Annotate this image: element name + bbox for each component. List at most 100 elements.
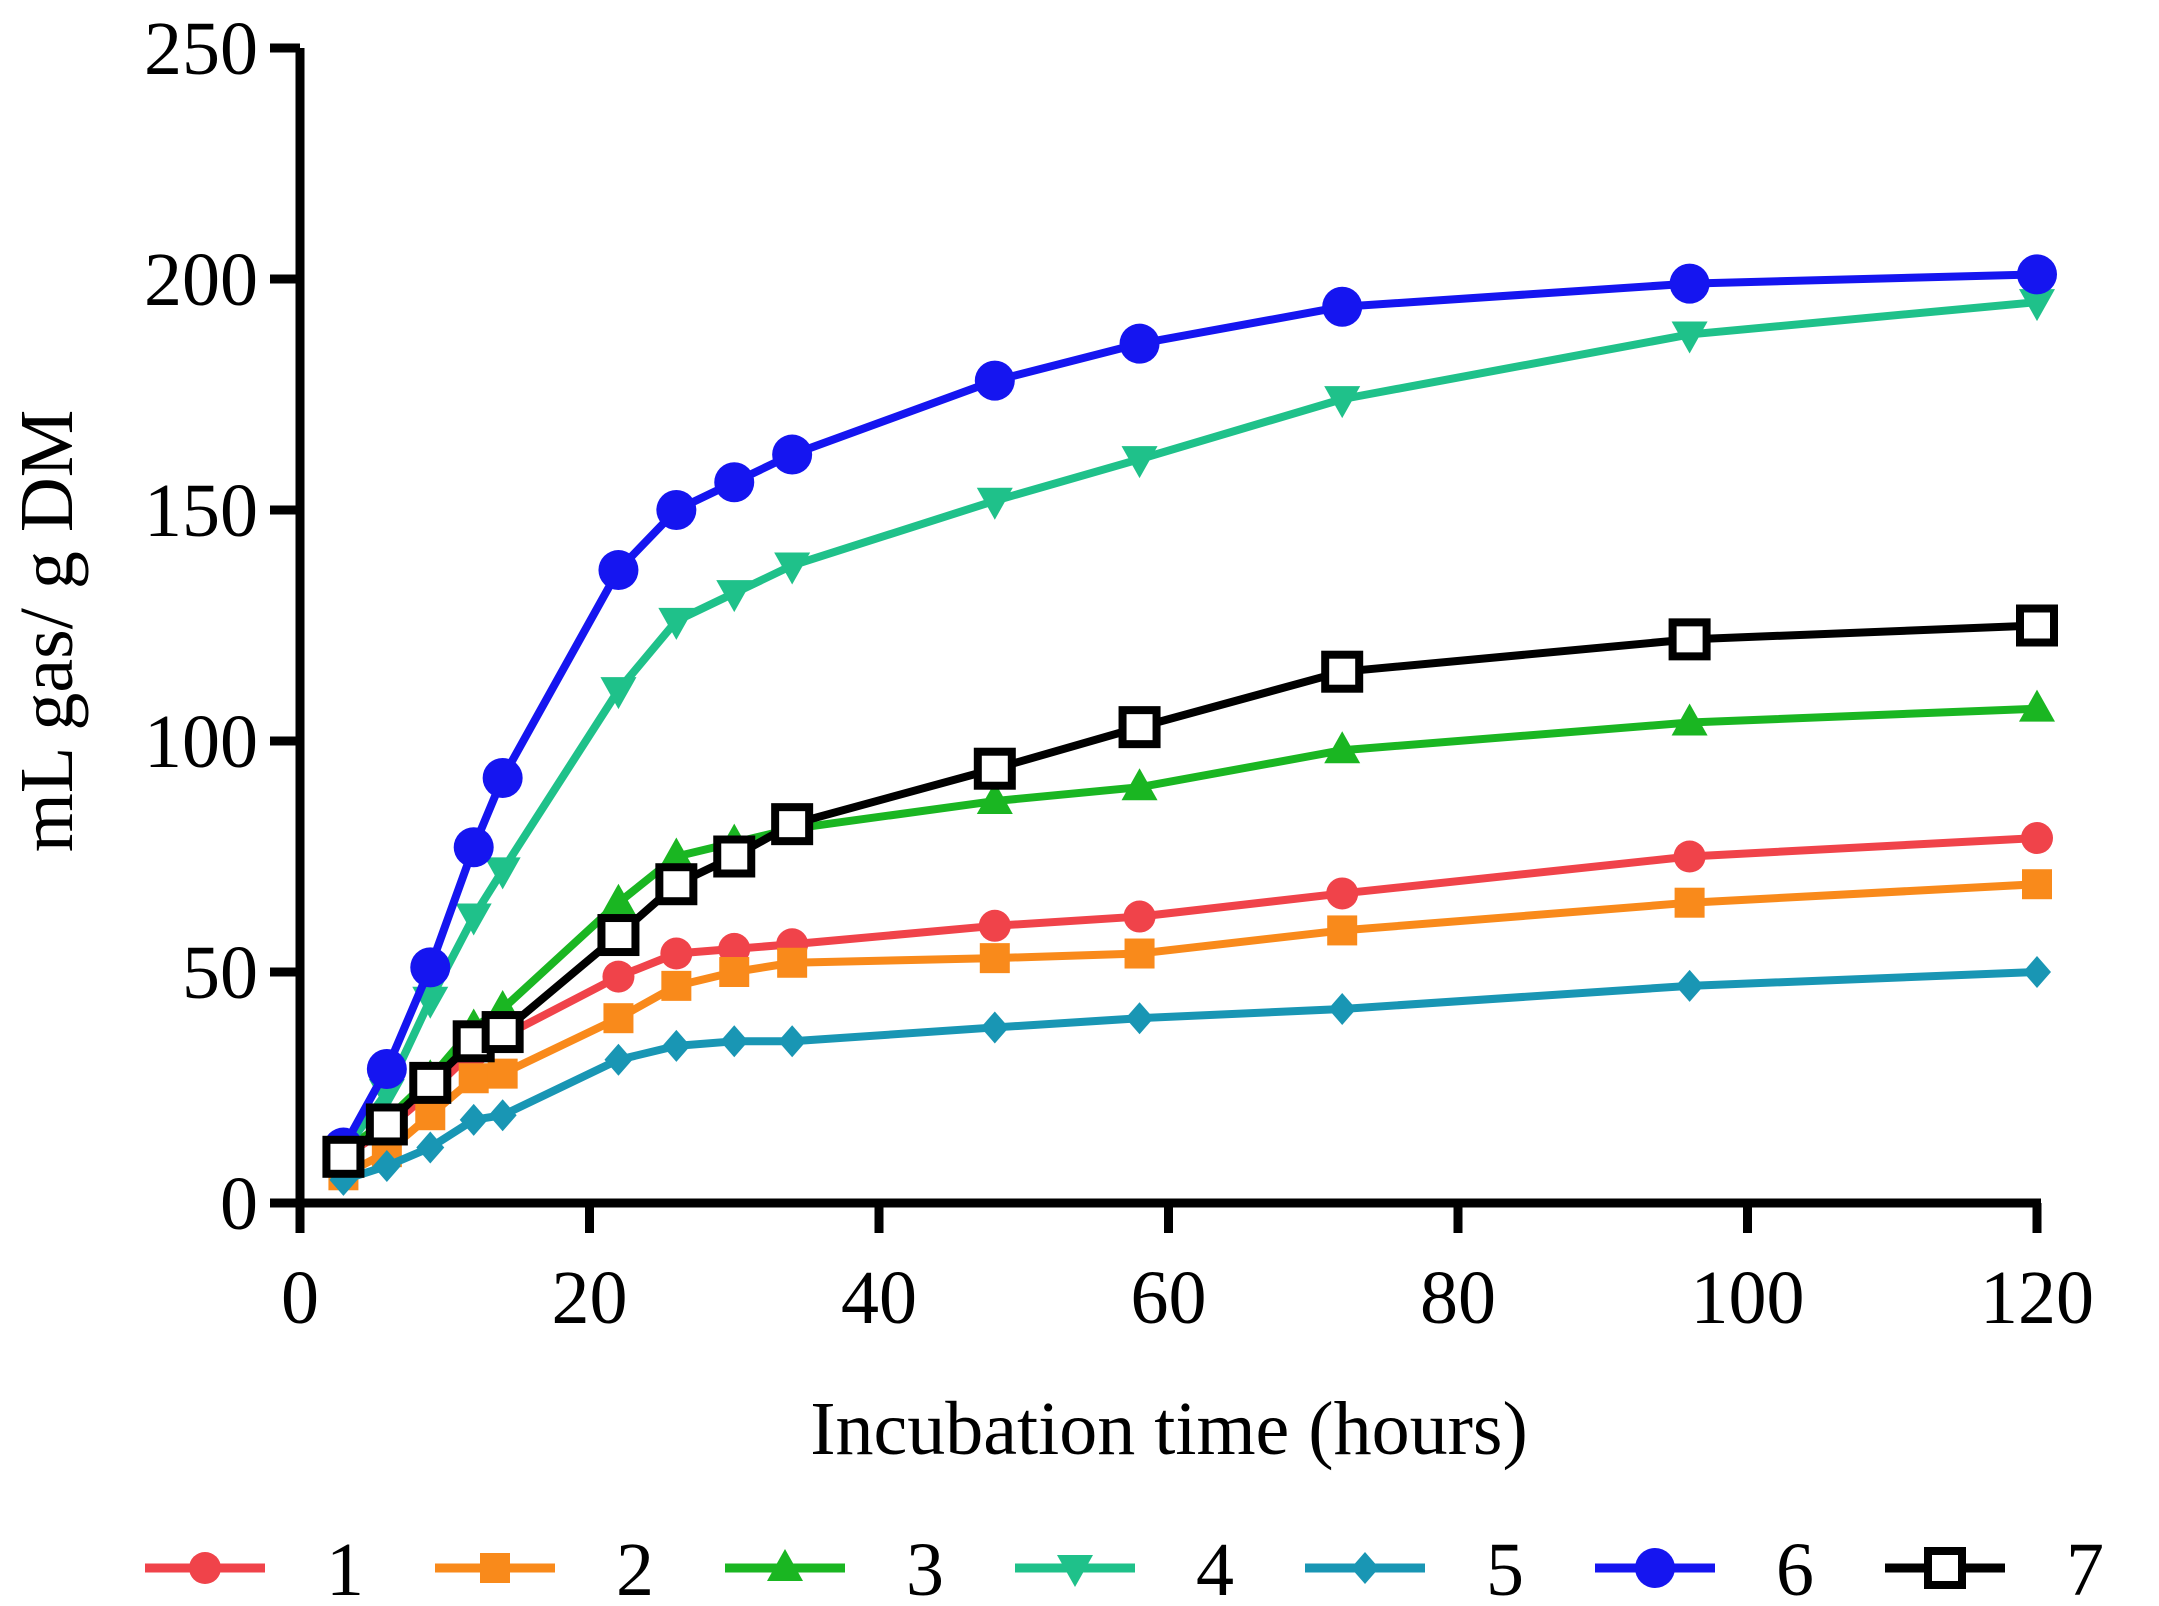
y-tick-label: 100 bbox=[144, 700, 258, 784]
series-5-point bbox=[1675, 969, 1704, 1002]
series-5-point bbox=[720, 1025, 749, 1058]
series-3-point bbox=[1121, 768, 1158, 801]
series-4-point bbox=[600, 677, 637, 710]
series-2-point bbox=[458, 1063, 489, 1094]
legend-label: 7 bbox=[2066, 1528, 2104, 1606]
series-5-point bbox=[662, 1029, 691, 1062]
series-6 bbox=[323, 254, 2057, 1168]
series-5-point bbox=[416, 1131, 445, 1164]
series-3-point bbox=[658, 837, 695, 870]
series-4-point bbox=[716, 580, 753, 613]
series-1-point bbox=[978, 909, 1011, 942]
series-4-point bbox=[774, 552, 811, 585]
series-2-point bbox=[719, 957, 750, 987]
y-tick-label: 250 bbox=[144, 7, 258, 91]
series-1-point bbox=[2021, 822, 2053, 855]
legend-label: 3 bbox=[906, 1528, 944, 1606]
series-6-point bbox=[772, 434, 813, 475]
legend-swatch-marker bbox=[1057, 1555, 1093, 1587]
series-3-point bbox=[976, 782, 1013, 815]
legend-label: 1 bbox=[326, 1528, 364, 1606]
series-3 bbox=[325, 689, 2055, 1166]
series-5-point bbox=[459, 1103, 488, 1136]
axes: 0 50 100 150 200 250 0 20 40 60 80 100 120 bbox=[144, 7, 2094, 1340]
x-tick-label: 100 bbox=[1691, 1256, 1805, 1340]
series-2-point bbox=[1124, 938, 1155, 969]
series-7-point bbox=[1321, 650, 1364, 693]
series-6-point bbox=[714, 462, 755, 503]
series-7-point bbox=[655, 863, 698, 906]
legend-item-3: 3 bbox=[725, 1528, 944, 1606]
series-5-point bbox=[778, 1025, 807, 1058]
series-3-point bbox=[1324, 731, 1361, 764]
series-7-point bbox=[365, 1103, 408, 1146]
series-6-point bbox=[656, 490, 697, 530]
series-5-point bbox=[2023, 956, 2051, 988]
series-7-point bbox=[2016, 604, 2058, 647]
legend-swatch-marker bbox=[189, 1552, 221, 1584]
series-4-point bbox=[1671, 321, 1708, 354]
legend-label: 6 bbox=[1776, 1528, 1814, 1606]
series-2-point bbox=[487, 1058, 518, 1089]
legend-item-4: 4 bbox=[1015, 1528, 1234, 1606]
y-tick-label: 150 bbox=[144, 469, 258, 553]
series-3-point bbox=[2019, 689, 2055, 722]
series-7-point bbox=[973, 747, 1016, 790]
series-7-point bbox=[771, 803, 814, 846]
series-7-point bbox=[1668, 618, 1711, 661]
x-tick-label: 0 bbox=[281, 1256, 319, 1340]
series-7-point bbox=[481, 1011, 524, 1054]
series-7-point bbox=[322, 1135, 365, 1178]
y-ticks: 0 50 100 150 200 250 bbox=[144, 7, 300, 1246]
series-6-point bbox=[410, 947, 451, 988]
series-2-point bbox=[603, 1003, 634, 1034]
series-7-point bbox=[713, 835, 756, 878]
y-tick-label: 200 bbox=[144, 238, 258, 322]
series-1-point bbox=[1326, 877, 1359, 910]
series-4-point bbox=[976, 487, 1013, 520]
series-3-point bbox=[600, 883, 637, 916]
series-5-point bbox=[1328, 992, 1357, 1025]
series-6-point bbox=[974, 360, 1015, 401]
series-5-point bbox=[1125, 1002, 1154, 1035]
series-4-point bbox=[2019, 289, 2055, 322]
legend-item-5: 5 bbox=[1305, 1528, 1524, 1606]
legend-item-1: 1 bbox=[145, 1528, 364, 1606]
x-tick-label: 20 bbox=[552, 1256, 628, 1340]
series-6-point bbox=[453, 827, 494, 868]
series-2-point bbox=[2022, 869, 2052, 900]
series-1 bbox=[327, 822, 2053, 1173]
series-2-point bbox=[661, 970, 692, 1001]
series-4-point bbox=[1121, 446, 1158, 479]
series-5-point bbox=[980, 1011, 1009, 1044]
series-7-point bbox=[409, 1061, 452, 1104]
x-tick-label: 120 bbox=[1980, 1256, 2094, 1340]
x-tick-label: 40 bbox=[841, 1256, 917, 1340]
x-tick-label: 80 bbox=[1420, 1256, 1496, 1340]
series-7 bbox=[322, 604, 2058, 1178]
series-5-point bbox=[372, 1150, 401, 1183]
series-3-point bbox=[1671, 703, 1708, 736]
series-4-point bbox=[1324, 386, 1361, 419]
legend-label: 4 bbox=[1196, 1528, 1234, 1606]
legend-label: 2 bbox=[616, 1528, 654, 1606]
series-5-point bbox=[604, 1043, 633, 1076]
series-1-point bbox=[660, 937, 693, 970]
series-2 bbox=[328, 869, 2052, 1191]
series-4-point bbox=[658, 607, 695, 640]
series-7-point bbox=[1118, 706, 1161, 749]
legend-item-7: 7 bbox=[1885, 1528, 2104, 1606]
series-5-point bbox=[488, 1099, 517, 1132]
series-7-line bbox=[341, 621, 2038, 1161]
series-2-point bbox=[1327, 915, 1358, 946]
series-6-point bbox=[1119, 323, 1160, 364]
x-tick-label: 60 bbox=[1131, 1256, 1207, 1340]
series-4 bbox=[325, 289, 2055, 1172]
y-tick-label: 50 bbox=[182, 931, 258, 1015]
series-6-point bbox=[366, 1049, 407, 1090]
series-1-line bbox=[341, 834, 2038, 1161]
series-1-point bbox=[602, 960, 635, 993]
series-6-point bbox=[482, 757, 523, 798]
series-1-point bbox=[718, 932, 751, 965]
